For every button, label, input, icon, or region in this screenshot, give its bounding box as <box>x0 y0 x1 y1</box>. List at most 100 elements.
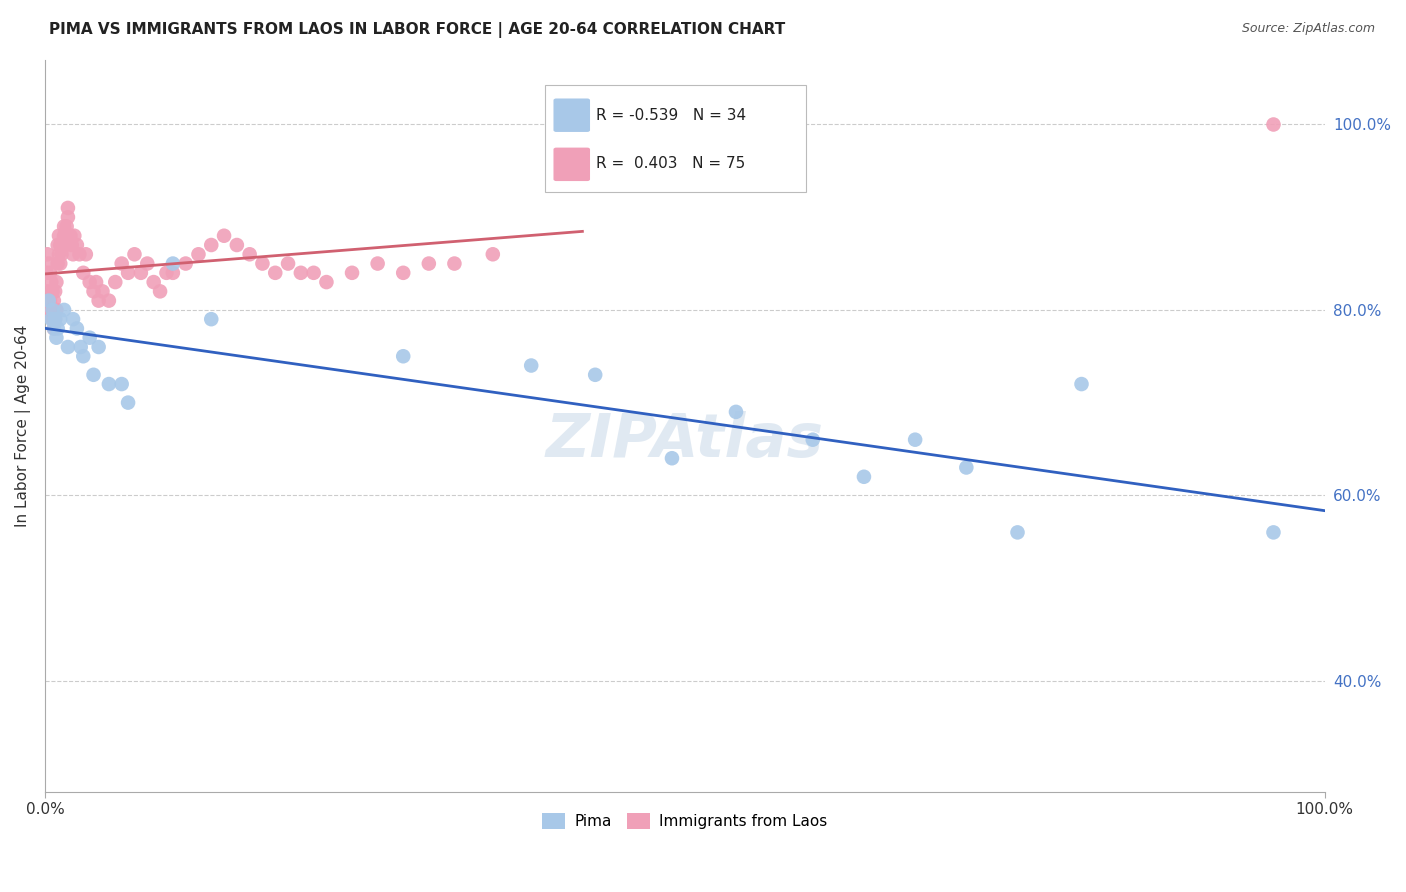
FancyBboxPatch shape <box>546 86 807 192</box>
Point <box>277 256 299 270</box>
Point <box>53 302 76 317</box>
Point <box>52 238 75 252</box>
Point <box>83 285 105 299</box>
Point <box>35 266 58 280</box>
Point <box>79 275 101 289</box>
Point <box>41 312 63 326</box>
Point <box>44 312 66 326</box>
Point <box>801 433 824 447</box>
Point <box>56 210 79 224</box>
Point <box>392 266 415 280</box>
Point <box>583 368 606 382</box>
Point <box>48 247 70 261</box>
Point <box>315 275 337 289</box>
Point <box>37 285 59 299</box>
Point <box>661 451 683 466</box>
Point <box>104 275 127 289</box>
Point <box>39 293 62 308</box>
Point <box>87 293 110 308</box>
Point <box>904 433 927 447</box>
Point <box>1263 118 1285 132</box>
Point <box>39 312 62 326</box>
Point <box>53 228 76 243</box>
Point <box>155 266 177 280</box>
Point <box>51 247 73 261</box>
Point <box>44 285 66 299</box>
Point <box>117 395 139 409</box>
Point <box>75 247 97 261</box>
Point <box>225 238 247 252</box>
Point <box>37 247 59 261</box>
Text: R = -0.539   N = 34: R = -0.539 N = 34 <box>596 108 745 123</box>
Point <box>136 256 159 270</box>
Point <box>45 302 67 317</box>
Point <box>63 228 86 243</box>
Point <box>42 321 65 335</box>
Point <box>72 349 94 363</box>
Point <box>53 219 76 234</box>
Text: ZIPAtlas: ZIPAtlas <box>546 411 824 470</box>
Point <box>58 228 80 243</box>
Point <box>367 256 389 270</box>
Point <box>39 302 62 317</box>
Legend: Pima, Immigrants from Laos: Pima, Immigrants from Laos <box>536 807 834 836</box>
Point <box>79 331 101 345</box>
Text: R =  0.403   N = 75: R = 0.403 N = 75 <box>596 156 745 170</box>
Point <box>56 201 79 215</box>
Point <box>69 247 91 261</box>
Point <box>239 247 262 261</box>
Point <box>53 238 76 252</box>
Point <box>72 266 94 280</box>
Point <box>49 238 72 252</box>
Point <box>44 312 66 326</box>
FancyBboxPatch shape <box>554 98 591 132</box>
Point <box>200 238 222 252</box>
Point <box>38 256 60 270</box>
Point <box>1263 525 1285 540</box>
Point <box>62 312 84 326</box>
Point <box>97 293 120 308</box>
Point <box>124 247 146 261</box>
Point <box>60 238 83 252</box>
Point <box>56 340 79 354</box>
Y-axis label: In Labor Force | Age 20-64: In Labor Force | Age 20-64 <box>15 325 31 527</box>
Point <box>290 266 312 280</box>
Point <box>48 228 70 243</box>
Point <box>252 256 274 270</box>
Point <box>117 266 139 280</box>
Point <box>418 256 440 270</box>
Point <box>724 405 747 419</box>
Point <box>39 275 62 289</box>
Point <box>187 247 209 261</box>
Point <box>41 285 63 299</box>
Point <box>49 312 72 326</box>
Point <box>55 219 77 234</box>
Point <box>302 266 325 280</box>
Point <box>162 266 184 280</box>
Point <box>66 238 89 252</box>
Point <box>91 285 114 299</box>
Text: Source: ZipAtlas.com: Source: ZipAtlas.com <box>1241 22 1375 36</box>
Point <box>1070 377 1092 392</box>
Point <box>38 293 60 308</box>
Point <box>39 266 62 280</box>
Point <box>264 266 287 280</box>
Point <box>111 377 134 392</box>
Point <box>142 275 165 289</box>
Point <box>46 238 69 252</box>
Point <box>84 275 107 289</box>
Point <box>443 256 465 270</box>
Point <box>162 256 184 270</box>
Point <box>97 377 120 392</box>
Point <box>83 368 105 382</box>
Point <box>46 256 69 270</box>
Point <box>129 266 152 280</box>
Point <box>42 293 65 308</box>
Point <box>46 321 69 335</box>
Point <box>42 321 65 335</box>
Point <box>87 340 110 354</box>
Point <box>212 228 235 243</box>
Point <box>62 247 84 261</box>
Point <box>69 340 91 354</box>
Point <box>45 275 67 289</box>
